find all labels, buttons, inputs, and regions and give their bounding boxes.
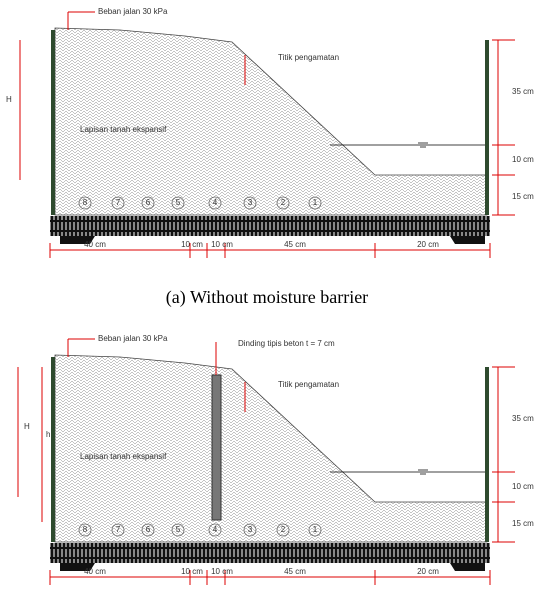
- marker-number: 7: [116, 198, 121, 207]
- marker-number: 4: [213, 198, 218, 207]
- height-label: H: [6, 95, 12, 104]
- marker-circle: [78, 196, 92, 210]
- marker-number: 8: [83, 198, 88, 207]
- panel: Beban jalan 30 kPa Titik pengamatan Lapisa…: [6, 7, 534, 308]
- marker-circle: [276, 523, 290, 537]
- marker-circle: [171, 523, 185, 537]
- marker-number: 3: [248, 525, 253, 534]
- soil-label: Lapisan tanah ekspansif: [80, 452, 167, 461]
- marker-circle: [78, 523, 92, 537]
- right-dimension-label: 35 cm: [512, 87, 534, 96]
- base-strip: [50, 216, 490, 236]
- bottom-dimension-label: 20 cm: [417, 567, 439, 576]
- marker-circle: [111, 196, 125, 210]
- marker-circle: [308, 523, 322, 537]
- soil-body: [54, 354, 488, 543]
- right-wall: [485, 367, 489, 542]
- bottom-dimension-label: 20 cm: [417, 240, 439, 249]
- water-mark: [418, 469, 428, 475]
- soil-label: Lapisan tanah ekspansif: [80, 125, 167, 134]
- marker-circle: [243, 523, 257, 537]
- marker-circle: [208, 523, 222, 537]
- marker-number: 3: [248, 198, 253, 207]
- water-mark: [418, 142, 428, 148]
- marker-number: 5: [176, 198, 181, 207]
- marker-circle: [141, 196, 155, 210]
- load-label: Beban jalan 30 kPa: [98, 334, 168, 343]
- marker-number: 1: [313, 198, 318, 207]
- bottom-dimension-label: 10 cm: [211, 240, 233, 249]
- load-label: Beban jalan 30 kPa: [98, 7, 168, 16]
- marker-number: 2: [281, 198, 286, 207]
- marker-number: 5: [176, 525, 181, 534]
- marker-number: 6: [146, 525, 151, 534]
- marker-circle: [208, 196, 222, 210]
- observation-label: Titik pengamatan: [278, 53, 339, 62]
- marker-circle: [171, 196, 185, 210]
- base-strip: [50, 543, 490, 563]
- marker-circle: [141, 523, 155, 537]
- concrete-wall: [211, 374, 222, 521]
- wall-label: Dinding tipis beton t = 7 cm: [238, 339, 335, 348]
- bottom-dimension-label: 40 cm: [84, 567, 106, 576]
- marker-number: 4: [213, 525, 218, 534]
- left-wall: [51, 357, 55, 542]
- bottom-dimension-label: 40 cm: [84, 240, 106, 249]
- inner-height-label: h: [46, 430, 50, 439]
- marker-number: 1: [313, 525, 318, 534]
- bottom-dimension-label: 10 cm: [211, 567, 233, 576]
- right-dimension-label: 15 cm: [512, 192, 534, 201]
- bottom-dimension-label: 10 cm: [181, 567, 203, 576]
- right-dimension-label: 15 cm: [512, 519, 534, 528]
- soil-body: [54, 27, 488, 216]
- bottom-dimension-label: 45 cm: [284, 240, 306, 249]
- right-dimension-label: 35 cm: [512, 414, 534, 423]
- marker-circle: [111, 523, 125, 537]
- marker-circle: [243, 196, 257, 210]
- right-dimension-label: 10 cm: [512, 155, 534, 164]
- observation-label: Titik pengamatan: [278, 380, 339, 389]
- marker-circle: [308, 196, 322, 210]
- marker-number: 2: [281, 525, 286, 534]
- marker-number: 7: [116, 525, 121, 534]
- right-wall: [485, 40, 489, 215]
- panel: Beban jalan 30 kPa Titik pengamatan Lapisa…: [17, 334, 534, 585]
- bottom-dimension-label: 45 cm: [284, 567, 306, 576]
- marker-number: 8: [83, 525, 88, 534]
- marker-number: 6: [146, 198, 151, 207]
- right-dimension-label: 10 cm: [512, 482, 534, 491]
- panels: Beban jalan 30 kPa Titik pengamatan Lapisa…: [6, 7, 534, 585]
- height-label: H: [24, 422, 30, 431]
- bottom-dimension-label: 10 cm: [181, 240, 203, 249]
- marker-circle: [276, 196, 290, 210]
- left-wall: [51, 30, 55, 215]
- caption: (a) Without moisture barrier: [166, 287, 368, 308]
